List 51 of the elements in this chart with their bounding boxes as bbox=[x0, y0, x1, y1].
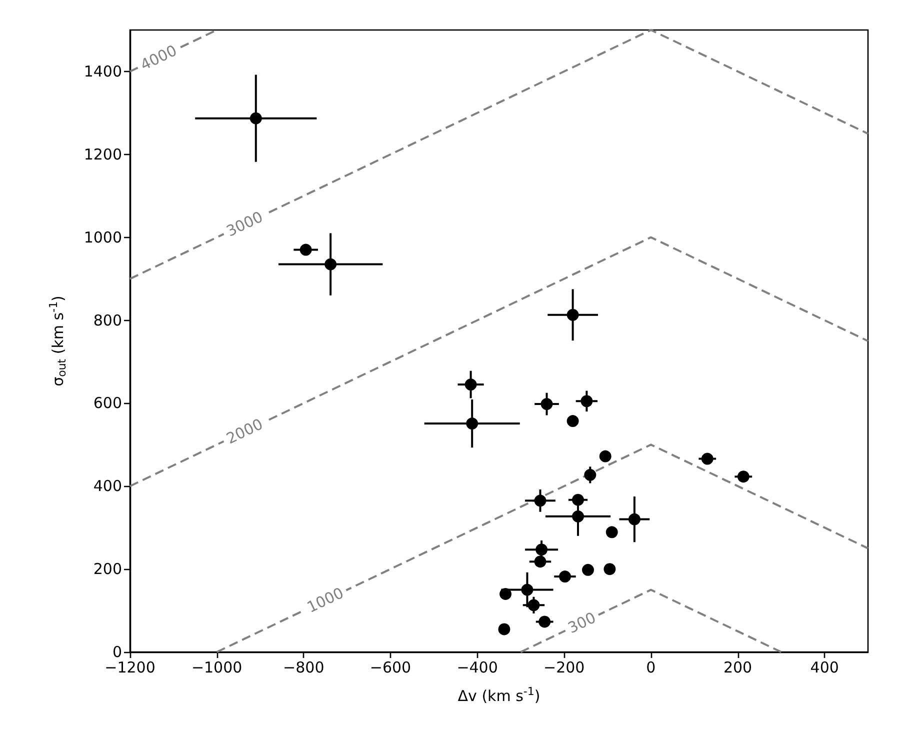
point bbox=[534, 556, 546, 568]
point bbox=[324, 258, 337, 270]
point bbox=[572, 494, 584, 506]
point bbox=[566, 415, 579, 428]
point bbox=[604, 563, 616, 576]
point bbox=[528, 599, 540, 612]
x-tick-label: −1200 bbox=[104, 658, 156, 676]
x-tick-label: −400 bbox=[456, 658, 498, 676]
x-tick-label: 200 bbox=[723, 658, 752, 676]
point bbox=[540, 398, 553, 410]
y-tick-label: 0 bbox=[112, 643, 122, 661]
point bbox=[536, 544, 548, 556]
point bbox=[584, 468, 596, 481]
x-tick-label: −600 bbox=[370, 658, 412, 676]
x-tick-label: −1000 bbox=[191, 658, 242, 676]
y-tick-label: 400 bbox=[93, 477, 122, 496]
point bbox=[300, 244, 312, 256]
point bbox=[572, 510, 584, 522]
point bbox=[628, 513, 640, 526]
point bbox=[580, 395, 593, 408]
x-tick-label: 0 bbox=[646, 658, 656, 676]
y-tick-label: 1200 bbox=[84, 145, 122, 164]
point bbox=[606, 526, 618, 538]
text: 300 bbox=[565, 608, 599, 638]
text: 1000 bbox=[304, 584, 346, 617]
text: 4000 bbox=[138, 41, 180, 74]
y-tick-label: 800 bbox=[93, 311, 122, 330]
point bbox=[466, 418, 478, 430]
text: 2000 bbox=[224, 415, 266, 448]
y-axis-title: σout (km s-1) bbox=[47, 296, 68, 386]
point bbox=[498, 623, 510, 636]
x-tick-label: −800 bbox=[283, 658, 324, 676]
point bbox=[737, 470, 750, 483]
x-tick-label: 400 bbox=[810, 658, 839, 676]
point bbox=[500, 588, 512, 600]
point bbox=[534, 494, 546, 507]
point bbox=[538, 616, 551, 628]
text: 3000 bbox=[224, 208, 266, 240]
point bbox=[464, 378, 477, 391]
point bbox=[521, 584, 534, 596]
y-tick-label: 200 bbox=[93, 560, 122, 578]
y-tick-label: 600 bbox=[93, 394, 122, 412]
x-tick-label: −200 bbox=[544, 658, 585, 676]
y-tick-label: 1400 bbox=[84, 62, 122, 80]
point bbox=[701, 452, 714, 465]
point bbox=[582, 564, 594, 576]
point bbox=[559, 570, 571, 583]
point bbox=[599, 450, 612, 462]
point bbox=[250, 112, 262, 124]
point bbox=[566, 308, 579, 321]
y-tick-label: 1000 bbox=[84, 228, 122, 246]
